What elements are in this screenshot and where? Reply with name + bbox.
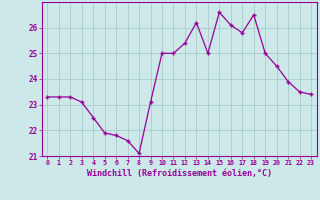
- X-axis label: Windchill (Refroidissement éolien,°C): Windchill (Refroidissement éolien,°C): [87, 169, 272, 178]
